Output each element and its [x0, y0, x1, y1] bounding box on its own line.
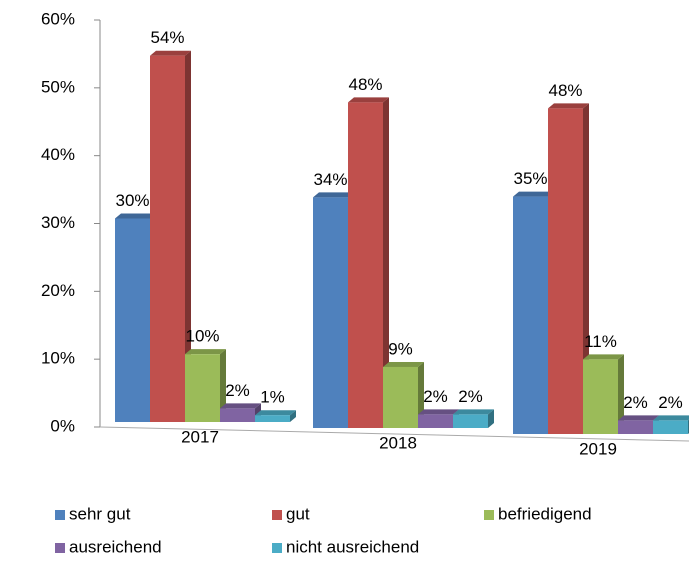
- data-label: 10%: [185, 327, 219, 346]
- legend-swatch: [55, 543, 65, 553]
- bar-top: [115, 213, 156, 219]
- bar: [185, 354, 220, 422]
- bar-side: [185, 50, 191, 422]
- bar-side: [383, 97, 389, 429]
- data-label: 2%: [658, 393, 683, 412]
- y-tick-label: 60%: [41, 9, 75, 28]
- bar: [618, 420, 653, 434]
- bar-top: [348, 97, 389, 103]
- bar-top: [220, 403, 261, 409]
- bar: [313, 197, 348, 428]
- legend-label: nicht ausreichend: [286, 537, 419, 556]
- legend-label: ausreichend: [69, 537, 162, 556]
- legend-swatch: [55, 510, 65, 520]
- y-tick-label: 50%: [41, 77, 75, 96]
- bar-side: [220, 349, 226, 422]
- x-tick-label: 2019: [579, 439, 617, 458]
- bar: [583, 359, 618, 434]
- bar: [513, 196, 548, 434]
- bar-top: [548, 103, 589, 109]
- bar: [220, 408, 255, 422]
- data-label: 48%: [548, 81, 582, 100]
- bar-top: [255, 410, 296, 416]
- bar: [418, 414, 453, 428]
- bar-top: [583, 354, 624, 360]
- bar: [115, 218, 150, 422]
- data-label: 2%: [225, 381, 250, 400]
- bar: [348, 102, 383, 429]
- data-label: 54%: [150, 28, 184, 47]
- data-label: 2%: [423, 387, 448, 406]
- bar: [548, 108, 583, 435]
- data-label: 2%: [623, 393, 648, 412]
- bar-top: [313, 192, 354, 198]
- bar-top: [618, 415, 659, 421]
- y-tick-label: 40%: [41, 145, 75, 164]
- data-label: 11%: [584, 332, 617, 351]
- legend-label: befriedigend: [498, 504, 592, 523]
- data-label: 48%: [348, 75, 382, 94]
- y-tick-label: 20%: [41, 281, 75, 300]
- floor-edge: [99, 426, 689, 442]
- y-tick-label: 30%: [41, 213, 75, 232]
- bar-top: [150, 50, 191, 56]
- x-tick-label: 2017: [181, 427, 219, 446]
- legend-swatch: [272, 510, 282, 520]
- bar: [453, 414, 488, 428]
- data-label: 1%: [260, 388, 285, 407]
- bar-side: [488, 409, 494, 428]
- legend-label: gut: [286, 504, 310, 523]
- data-label: 2%: [458, 387, 483, 406]
- y-tick-label: 10%: [41, 349, 75, 368]
- data-label: 35%: [513, 169, 547, 188]
- bar-top: [383, 361, 424, 367]
- data-label: 30%: [115, 191, 149, 210]
- bar-top: [453, 409, 494, 415]
- bar: [255, 415, 290, 422]
- bar: [653, 420, 688, 434]
- bar: [383, 366, 418, 428]
- legend-swatch: [484, 510, 494, 520]
- legend-swatch: [272, 543, 282, 553]
- bar-top: [513, 191, 554, 197]
- bar-top: [418, 409, 459, 415]
- bar-side: [290, 410, 296, 422]
- bar-side: [618, 354, 624, 434]
- x-tick-label: 2018: [379, 433, 417, 452]
- y-tick-label: 0%: [50, 416, 75, 435]
- data-label: 9%: [388, 339, 413, 358]
- bar: [150, 55, 185, 422]
- legend-label: sehr gut: [69, 504, 131, 523]
- bar-top: [185, 349, 226, 355]
- bar-top: [653, 415, 689, 421]
- bar-side: [583, 103, 589, 435]
- data-label: 34%: [313, 170, 347, 189]
